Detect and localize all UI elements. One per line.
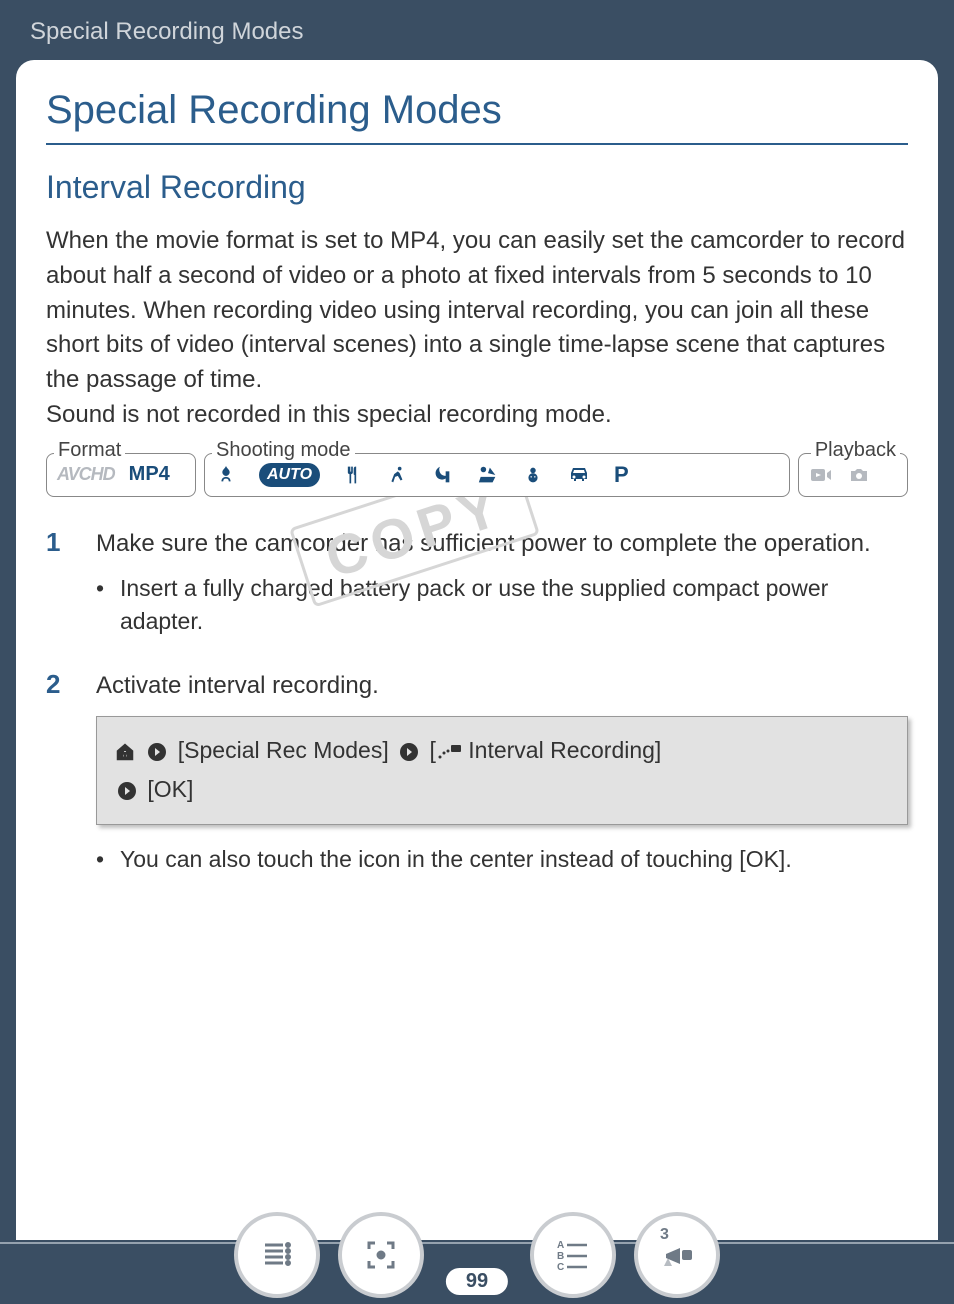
avchd-icon: AVCHD [57,464,115,485]
step-1-text: Make sure the camcorder has sufficient p… [96,527,908,561]
index-abc-button[interactable]: A B C [530,1212,616,1298]
section-title: Interval Recording [46,169,908,206]
shooting-group: Shooting mode AUTO [204,453,790,497]
playback-label: Playback [811,439,900,462]
night-icon [430,464,454,486]
navigation-path-box: [Special Rec Modes] [ Interval Recording… [96,716,908,824]
sports-icon [384,464,408,486]
playback-group: Playback [798,453,908,497]
page-title: Special Recording Modes [46,88,908,145]
step-1-bullet-text: Insert a fully charged battery pack or u… [120,572,908,636]
steps-list: 1 Make sure the camcorder has sufficient… [46,527,908,893]
video-playback-icon [809,465,833,485]
intro-paragraph: When the movie format is set to MP4, you… [46,224,908,433]
step-1-number: 1 [46,527,96,655]
fullscreen-button[interactable] [338,1212,424,1298]
bullet-dot-icon: • [96,572,120,636]
nav-interval: Interval Recording] [468,737,661,763]
camera-mode-button[interactable]: 3 [634,1212,720,1298]
nav-special-rec: [Special Rec Modes] [178,737,389,763]
interval-icon [436,742,462,762]
mode-bar: Format AVCHD MP4 Shooting mode AUTO [46,453,908,497]
step-2: 2 Activate interval recording. [Special … [46,669,908,893]
cutlery-icon [342,464,362,486]
chevron-icon [117,781,137,801]
svg-text:A: A [557,1240,564,1251]
svg-text:B: B [557,1251,564,1262]
beach-icon [476,464,500,486]
step-2-text: Activate interval recording. [96,669,908,703]
chevron-icon [147,742,167,762]
page-number: 99 [443,1265,511,1298]
step-2-bullet-text: You can also touch the icon in the cente… [120,843,792,875]
program-p-icon: P [614,462,629,488]
toc-button[interactable] [234,1212,320,1298]
breadcrumb: Special Recording Modes [0,0,954,60]
svg-text:C: C [557,1262,564,1273]
home-icon [113,741,137,763]
nav-ok: [OK] [147,776,193,802]
step-1: 1 Make sure the camcorder has sufficient… [46,527,908,655]
shooting-label: Shooting mode [212,439,355,462]
step-1-bullet: • Insert a fully charged battery pack or… [96,572,908,636]
auto-icon: AUTO [259,463,320,487]
content-card: COPY Special Recording Modes Interval Re… [16,60,938,1240]
format-group: Format AVCHD MP4 [46,453,196,497]
step-2-bullet: • You can also touch the icon in the cen… [96,843,908,875]
car-icon [566,465,592,485]
snow-icon [522,464,544,486]
bullet-dot-icon: • [96,843,120,875]
format-label: Format [54,439,125,462]
mp4-icon: MP4 [129,463,170,486]
step-2-number: 2 [46,669,96,893]
chevron-icon [399,742,419,762]
camera-badge: 3 [660,1226,669,1244]
macro-icon [215,464,237,486]
photo-playback-icon [847,465,871,485]
